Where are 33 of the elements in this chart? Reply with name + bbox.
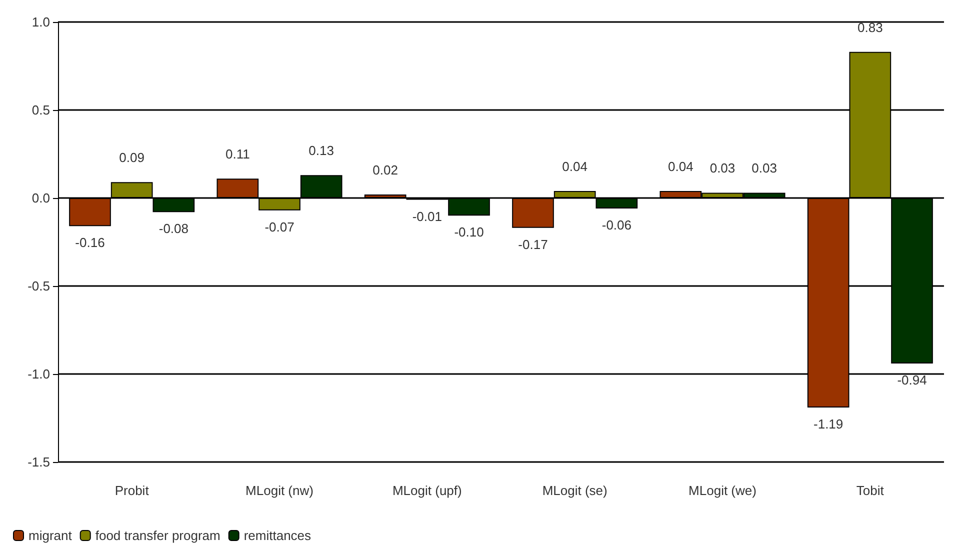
x-tick-label: MLogit (se) xyxy=(542,483,608,498)
legend-label: remittances xyxy=(244,528,312,543)
data-label: 0.83 xyxy=(858,20,883,35)
data-label: 0.04 xyxy=(668,158,694,174)
data-label: 0.02 xyxy=(372,162,398,178)
data-label: -0.01 xyxy=(412,208,442,224)
y-tick-label: -1.0 xyxy=(28,366,50,382)
x-tick-label: MLogit (nw) xyxy=(246,483,314,498)
data-label: -0.17 xyxy=(518,236,548,252)
data-label: 0.13 xyxy=(308,143,334,158)
y-tick-label: 0.5 xyxy=(32,102,50,118)
data-label: -0.07 xyxy=(264,219,294,234)
y-tick-label: -0.5 xyxy=(28,278,50,294)
data-label: 0.03 xyxy=(752,160,777,176)
data-label: -1.19 xyxy=(814,416,844,432)
y-tick-label: -1.5 xyxy=(28,454,50,470)
data-label: -0.94 xyxy=(897,372,927,388)
data-label: -0.10 xyxy=(454,224,484,240)
y-tick-label: 1.0 xyxy=(32,14,50,30)
y-tick-label: 0.0 xyxy=(32,190,50,206)
data-label: -0.06 xyxy=(602,218,632,233)
data-label: 0.04 xyxy=(562,158,588,174)
data-label: 0.03 xyxy=(710,160,736,176)
legend-label: food transfer program xyxy=(95,528,220,543)
data-label: 0.11 xyxy=(225,146,250,162)
data-label: -0.08 xyxy=(158,221,188,236)
x-tick-label: MLogit (upf) xyxy=(392,483,462,498)
legend-label: migrant xyxy=(28,528,72,543)
x-tick-label: Probit xyxy=(114,483,150,498)
x-tick-label: MLogit (we) xyxy=(688,483,756,498)
data-label: 0.09 xyxy=(119,150,144,166)
data-label: -0.16 xyxy=(75,235,105,250)
x-tick-label: Tobit xyxy=(856,483,884,498)
